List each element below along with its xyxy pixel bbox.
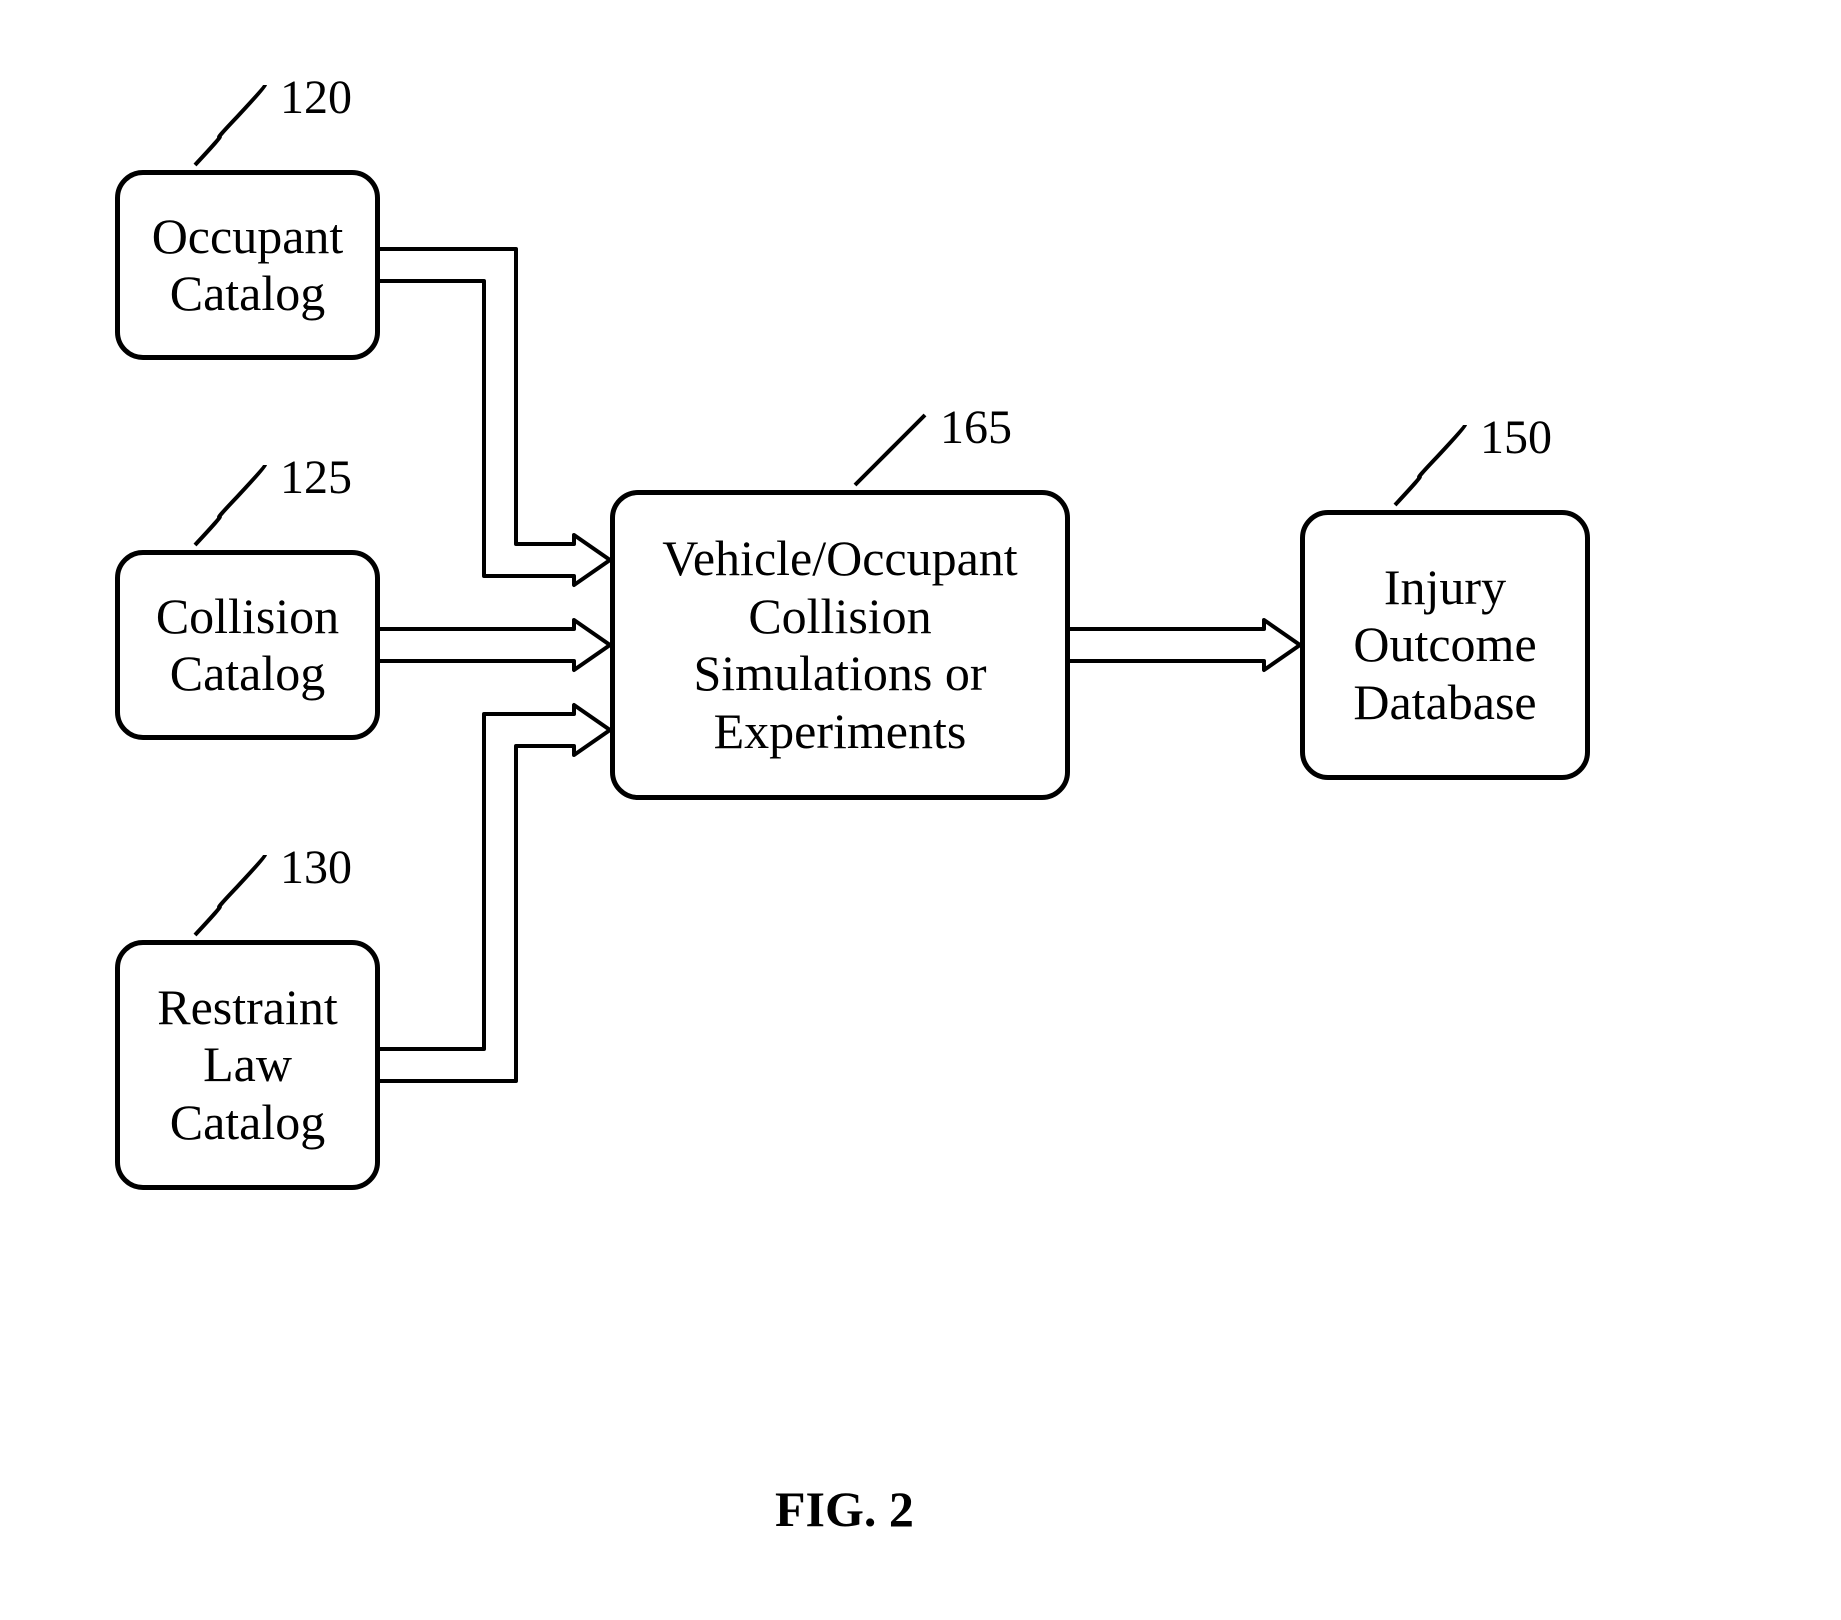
node-occupant-catalog: OccupantCatalog: [115, 170, 380, 360]
ref-label-restraint: 130: [280, 840, 352, 895]
ref-label-occupant: 120: [280, 70, 352, 125]
node-label: InjuryOutcomeDatabase: [1353, 559, 1536, 732]
node-label: RestraintLawCatalog: [157, 979, 338, 1152]
ref-label-collision: 125: [280, 450, 352, 505]
node-restraint-law-catalog: RestraintLawCatalog: [115, 940, 380, 1190]
node-label: Vehicle/OccupantCollisionSimulations orE…: [662, 530, 1017, 760]
node-label: OccupantCatalog: [152, 208, 344, 323]
ref-label-outcome: 150: [1480, 410, 1552, 465]
node-collision-catalog: CollisionCatalog: [115, 550, 380, 740]
node-simulation: Vehicle/OccupantCollisionSimulations orE…: [610, 490, 1070, 800]
node-label: CollisionCatalog: [156, 588, 339, 703]
node-injury-outcome-database: InjuryOutcomeDatabase: [1300, 510, 1590, 780]
diagram-canvas: OccupantCatalog CollisionCatalog Restrai…: [0, 0, 1841, 1620]
figure-caption: FIG. 2: [775, 1480, 914, 1538]
ref-label-simulation: 165: [940, 400, 1012, 455]
